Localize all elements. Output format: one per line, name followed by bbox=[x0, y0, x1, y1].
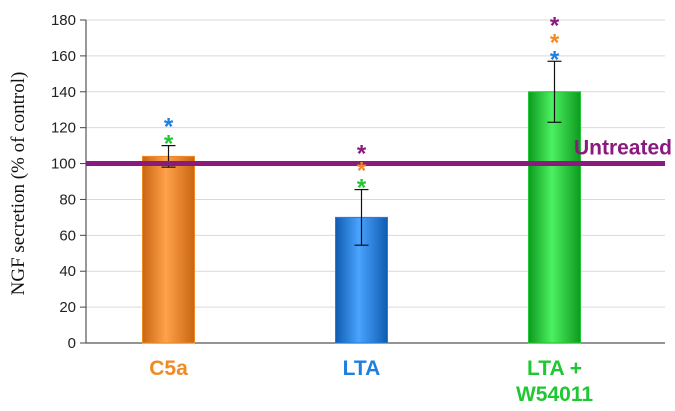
bar-0 bbox=[142, 155, 195, 344]
y-tick-label: 100 bbox=[51, 156, 76, 173]
category-label-2: W54011 bbox=[516, 383, 593, 406]
category-label-2: LTA + bbox=[527, 357, 582, 380]
y-tick-label: 60 bbox=[59, 227, 76, 244]
significance-star: * bbox=[357, 175, 367, 202]
labels: 0 20 40 60 80 100 120 140 160 180 NGF secretion (%… bbox=[8, 12, 672, 406]
bar-2 bbox=[528, 91, 581, 344]
significance-star: * bbox=[357, 158, 367, 185]
significance-star: * bbox=[357, 141, 367, 168]
y-tick-label: 160 bbox=[51, 48, 76, 65]
category-label-1: LTA bbox=[343, 357, 381, 380]
y-tick-label: 180 bbox=[51, 12, 76, 29]
y-tick-label: 0 bbox=[68, 335, 76, 352]
significance-star: * bbox=[550, 29, 560, 56]
y-tick-label: 40 bbox=[59, 263, 76, 280]
significance-star: * bbox=[164, 114, 174, 141]
y-axis-label: NGF secretion (% of control) bbox=[8, 72, 29, 296]
category-label-0: C5a bbox=[149, 357, 188, 380]
significance-star: * bbox=[550, 12, 560, 39]
y-tick-label: 140 bbox=[51, 84, 76, 101]
untreated-label: Untreated bbox=[574, 137, 672, 160]
y-tick-label: 80 bbox=[59, 191, 76, 208]
bars bbox=[142, 91, 581, 344]
y-tick-label: 20 bbox=[59, 299, 76, 316]
significance-star: * bbox=[164, 131, 174, 158]
significance-star: * bbox=[550, 46, 560, 73]
y-tick-label: 120 bbox=[51, 120, 76, 137]
significance-stars: ** ****** bbox=[164, 12, 560, 201]
